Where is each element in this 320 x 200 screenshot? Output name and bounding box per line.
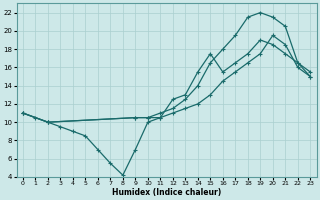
X-axis label: Humidex (Indice chaleur): Humidex (Indice chaleur) [112, 188, 221, 197]
